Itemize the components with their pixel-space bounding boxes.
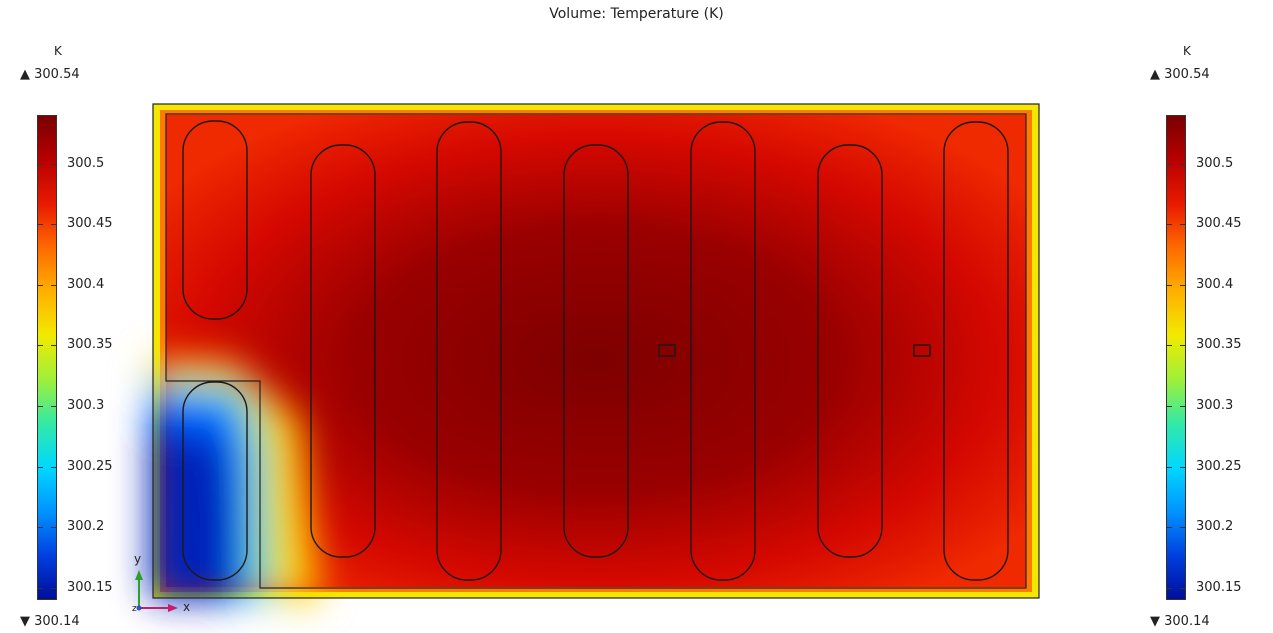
right-colorbar-tickmark: [1166, 527, 1172, 529]
domain-inner-border: [165, 113, 1027, 589]
right-colorbar-tick-label: 300.3: [1196, 398, 1234, 413]
triad-y-label: y: [134, 552, 142, 566]
left-colorbar-tickmark: [37, 406, 43, 407]
chart-title: Volume: Temperature (K): [549, 6, 724, 22]
right-colorbar-tickmark: [1180, 163, 1186, 165]
right-colorbar-tickmark: [1180, 527, 1186, 529]
left-colorbar-tick-label: 300.3: [67, 398, 105, 413]
left-colorbar-tickmark: [51, 224, 57, 226]
channel-6: [817, 144, 883, 558]
left-colorbar-tickmark: [37, 527, 43, 529]
channel-3: [436, 121, 502, 581]
left-colorbar-tickmark: [51, 345, 57, 347]
left-colorbar-tick-label: 300.4: [67, 276, 105, 292]
left-colorbar-tickmark: [51, 284, 57, 286]
channel-2: [310, 144, 376, 558]
left-colorbar-tickmark: [37, 224, 43, 226]
right-colorbar-max: ▲ 300.54: [1150, 67, 1210, 82]
right-colorbar-tick-label: 300.2: [1196, 519, 1234, 535]
right-colorbar-tickmark: [1166, 345, 1172, 347]
triad-z-label: z: [132, 604, 137, 614]
right-colorbar: [1166, 115, 1186, 600]
right-colorbar-tickmark: [1180, 406, 1186, 407]
right-colorbar-min: ▼ 300.14: [1150, 614, 1210, 629]
right-colorbar-tick-label: 300.25: [1196, 458, 1242, 474]
left-colorbar-tickmark: [51, 406, 57, 407]
right-colorbar-tick-label: 300.4: [1196, 276, 1234, 292]
left-colorbar-tickmark: [37, 163, 43, 165]
channel-4: [563, 144, 629, 558]
left-colorbar-tickmark: [37, 466, 43, 468]
right-colorbar-tickmark: [1180, 345, 1186, 347]
left-colorbar-tickmark: [51, 163, 57, 165]
left-colorbar-tick-label: 300.45: [67, 216, 113, 232]
right-colorbar-tickmark: [1180, 224, 1186, 226]
domain-outer-border: [152, 103, 1040, 599]
channels: [182, 120, 1009, 581]
channel-7: [943, 121, 1009, 581]
right-colorbar-unit: K: [1183, 44, 1191, 58]
left-colorbar-unit: K: [54, 44, 62, 58]
right-colorbar-tickmark: [1166, 466, 1172, 468]
left-colorbar-tick-label: 300.25: [67, 458, 113, 474]
left-colorbar-tickmark: [37, 284, 43, 286]
right-colorbar-tickmark: [1180, 466, 1186, 468]
right-colorbar-tick-label: 300.45: [1196, 216, 1242, 232]
right-colorbar-tickmark: [1166, 163, 1172, 165]
left-colorbar-tickmark: [51, 466, 57, 468]
left-colorbar: [37, 115, 57, 600]
triad-x-label: x: [183, 600, 191, 614]
left-colorbar-tick-label: 300.5: [67, 155, 105, 171]
left-colorbar-tickmark: [51, 587, 57, 589]
right-colorbar-tickmark: [1166, 587, 1172, 589]
left-colorbar-min: ▼ 300.14: [20, 614, 80, 629]
right-colorbar-tickmark: [1180, 587, 1186, 589]
left-colorbar-tick-label: 300.35: [67, 337, 113, 353]
axis-triad: [135, 570, 178, 612]
right-colorbar-tick-label: 300.35: [1196, 337, 1242, 353]
right-colorbar-tick-label: 300.5: [1196, 155, 1234, 171]
left-colorbar-tick-label: 300.2: [67, 519, 105, 535]
left-colorbar-tickmark: [37, 587, 43, 589]
left-colorbar-tickmark: [37, 345, 43, 347]
left-colorbar-max: ▲ 300.54: [20, 67, 80, 82]
channel-5: [690, 121, 756, 581]
right-colorbar-tickmark: [1166, 406, 1172, 407]
channel-1-bottom: [182, 381, 248, 581]
left-colorbar-tick-label: 300.15: [67, 579, 113, 595]
right-colorbar-tickmark: [1180, 284, 1186, 286]
right-colorbar-tick-label: 300.15: [1196, 579, 1242, 595]
left-colorbar-tickmark: [51, 527, 57, 529]
right-colorbar-tickmark: [1166, 284, 1172, 286]
sensor-2: [913, 344, 931, 357]
sensor-1: [658, 344, 676, 357]
right-colorbar-tickmark: [1166, 224, 1172, 226]
channel-1-top: [182, 120, 248, 320]
